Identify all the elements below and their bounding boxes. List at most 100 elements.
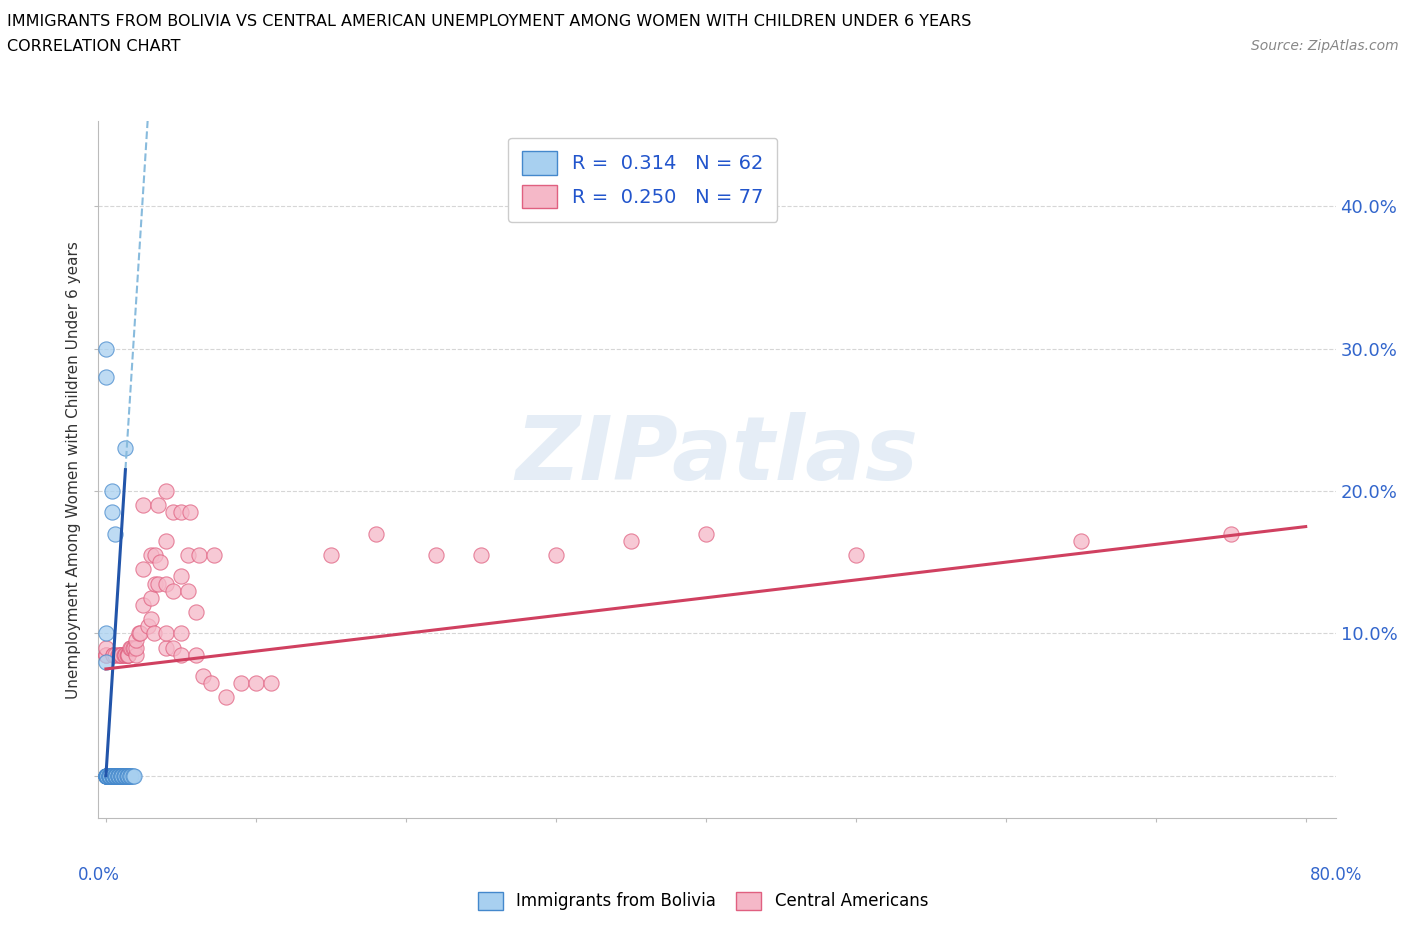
Point xyxy=(107,768,129,783)
Point xyxy=(110,647,132,662)
Point xyxy=(245,676,267,691)
Point xyxy=(117,647,139,662)
Point xyxy=(129,626,152,641)
Point xyxy=(100,768,122,783)
Point xyxy=(110,647,132,662)
Point xyxy=(319,548,342,563)
Point xyxy=(97,768,120,783)
Point xyxy=(170,569,193,584)
Point xyxy=(155,640,177,655)
Point xyxy=(94,768,117,783)
Point xyxy=(94,768,117,783)
Point xyxy=(170,647,193,662)
Point xyxy=(108,768,131,783)
Text: 0.0%: 0.0% xyxy=(77,866,120,884)
Point xyxy=(122,768,145,783)
Point xyxy=(155,484,177,498)
Point xyxy=(117,768,139,783)
Text: 80.0%: 80.0% xyxy=(1309,866,1362,884)
Point xyxy=(124,640,146,655)
Point xyxy=(97,768,120,783)
Point xyxy=(96,768,118,783)
Point xyxy=(425,548,447,563)
Point xyxy=(110,768,132,783)
Point xyxy=(117,647,139,662)
Point xyxy=(118,640,141,655)
Point xyxy=(193,669,215,684)
Point xyxy=(145,576,167,591)
Point xyxy=(364,526,387,541)
Point xyxy=(122,640,145,655)
Point xyxy=(94,768,117,783)
Point xyxy=(118,768,141,783)
Point xyxy=(100,768,122,783)
Point xyxy=(120,640,142,655)
Point xyxy=(101,768,124,783)
Point xyxy=(1070,534,1092,549)
Point xyxy=(101,768,124,783)
Point xyxy=(115,768,138,783)
Point xyxy=(149,554,172,569)
Point xyxy=(96,768,118,783)
Point xyxy=(97,768,120,783)
Legend: Immigrants from Bolivia, Central Americans: Immigrants from Bolivia, Central America… xyxy=(471,885,935,917)
Point xyxy=(103,768,125,783)
Point xyxy=(200,676,222,691)
Point xyxy=(120,768,142,783)
Point xyxy=(94,768,117,783)
Point xyxy=(110,768,132,783)
Point xyxy=(94,647,117,662)
Point xyxy=(139,591,162,605)
Point xyxy=(260,676,283,691)
Point xyxy=(110,768,132,783)
Point xyxy=(107,647,129,662)
Point xyxy=(162,583,184,598)
Point xyxy=(111,768,134,783)
Point xyxy=(96,768,118,783)
Point xyxy=(179,505,201,520)
Point xyxy=(111,768,134,783)
Point xyxy=(112,768,135,783)
Point xyxy=(114,768,136,783)
Point xyxy=(100,768,122,783)
Point xyxy=(94,655,117,670)
Point xyxy=(103,768,125,783)
Point xyxy=(132,597,155,612)
Point xyxy=(695,526,717,541)
Point xyxy=(187,548,209,563)
Point xyxy=(124,768,146,783)
Point xyxy=(125,647,148,662)
Point xyxy=(115,768,138,783)
Point xyxy=(103,647,125,662)
Point xyxy=(105,768,128,783)
Point xyxy=(845,548,868,563)
Point xyxy=(97,768,120,783)
Point xyxy=(94,341,117,356)
Legend: R =  0.314   N = 62, R =  0.250   N = 77: R = 0.314 N = 62, R = 0.250 N = 77 xyxy=(508,138,778,222)
Point xyxy=(162,640,184,655)
Point xyxy=(105,768,128,783)
Point xyxy=(128,626,150,641)
Point xyxy=(132,562,155,577)
Point xyxy=(103,768,125,783)
Point xyxy=(94,647,117,662)
Text: Source: ZipAtlas.com: Source: ZipAtlas.com xyxy=(1251,39,1399,53)
Point xyxy=(96,768,118,783)
Point xyxy=(177,583,200,598)
Point xyxy=(115,647,138,662)
Point xyxy=(104,768,127,783)
Text: CORRELATION CHART: CORRELATION CHART xyxy=(7,39,180,54)
Point xyxy=(101,505,124,520)
Point xyxy=(162,505,184,520)
Point xyxy=(145,548,167,563)
Point xyxy=(125,640,148,655)
Point xyxy=(155,576,177,591)
Point xyxy=(100,768,122,783)
Point xyxy=(108,647,131,662)
Point xyxy=(470,548,492,563)
Point xyxy=(155,534,177,549)
Point xyxy=(96,768,118,783)
Point xyxy=(104,526,127,541)
Point xyxy=(94,626,117,641)
Point xyxy=(215,690,238,705)
